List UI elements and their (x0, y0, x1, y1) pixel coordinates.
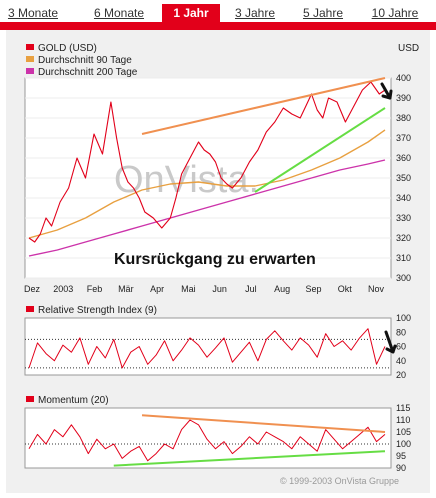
x-tick-1: 2003 (53, 284, 73, 294)
price-y-tick-350: 350 (396, 173, 411, 183)
rsi-y-tick-20: 20 (396, 370, 406, 380)
legend-swatch-momentum (26, 396, 34, 402)
resistance-trendline (141, 77, 386, 135)
momentum-y-tick-105: 105 (396, 427, 411, 437)
momentum-plot-area (24, 407, 392, 469)
legend-ma90: Durchschnitt 90 Tage (38, 55, 132, 66)
momentum-y-tick-110: 110 (396, 415, 410, 425)
legend-swatch-ma90 (26, 56, 34, 62)
x-tick-11: Nov (368, 284, 385, 294)
series-momentum-line (28, 419, 386, 462)
copyright: © 1999-2003 OnVista Gruppe (280, 476, 399, 486)
tab-6-monate[interactable]: 6 Monate (93, 6, 145, 20)
legend-swatch-gold (26, 44, 34, 50)
x-tick-10: Okt (338, 284, 353, 294)
legend-swatch-rsi (26, 306, 34, 312)
tab-underline-bar (0, 22, 436, 30)
tab-1-jahr[interactable]: 1 Jahr (162, 4, 220, 22)
support-trendline (254, 107, 386, 193)
rsi-y-tick-60: 60 (396, 342, 406, 352)
rsi-plot-area (24, 317, 392, 376)
down-arrow-icon (380, 82, 393, 100)
chart-panel: GOLD (USD) Durchschnitt 90 Tage Durchsch… (6, 30, 430, 493)
price-y-tick-310: 310 (396, 253, 411, 263)
tab-3-monate[interactable]: 3 Monate (7, 6, 59, 20)
series-rsi-line (28, 328, 386, 369)
tab-10-jahre[interactable]: 10 Jahre (371, 6, 419, 20)
momentum-y-tick-95: 95 (396, 451, 406, 461)
x-tick-5: Mai (181, 284, 196, 294)
legend-swatch-ma200 (26, 68, 34, 74)
legend-momentum: Momentum (20) (38, 395, 109, 406)
legend-gold: GOLD (USD) (38, 43, 97, 54)
x-tick-7: Jul (245, 284, 257, 294)
price-y-tick-360: 360 (396, 153, 411, 163)
price-y-tick-330: 330 (396, 213, 411, 223)
tab-3-jahre[interactable]: 3 Jahre (234, 6, 276, 20)
chart-svg: GOLD (USD) Durchschnitt 90 Tage Durchsch… (24, 43, 419, 486)
x-tick-6: Jun (212, 284, 227, 294)
price-y-tick-340: 340 (396, 193, 411, 203)
momentum-y-tick-100: 100 (396, 439, 411, 449)
annotation-text: Kursrückgang zu erwarten (114, 251, 316, 268)
x-tick-4: Apr (150, 284, 164, 294)
series-ma200-line (28, 159, 386, 257)
price-y-tick-320: 320 (396, 233, 411, 243)
x-tick-9: Sep (305, 284, 321, 294)
x-tick-8: Aug (274, 284, 290, 294)
price-y-tick-400: 400 (396, 73, 411, 83)
price-y-tick-390: 390 (396, 93, 411, 103)
price-legend: GOLD (USD) Durchschnitt 90 Tage Durchsch… (26, 43, 138, 78)
rsi-y-tick-100: 100 (396, 313, 411, 323)
legend-rsi: Relative Strength Index (9) (38, 305, 157, 316)
x-tick-0: Dez (24, 284, 41, 294)
tab-5-jahre[interactable]: 5 Jahre (302, 6, 344, 20)
unit-label: USD (398, 43, 419, 54)
momentum-y-tick-115: 115 (396, 403, 410, 413)
rsi-y-tick-80: 80 (396, 327, 406, 337)
series-gold-line (28, 81, 386, 243)
momentum-support-trendline (113, 450, 386, 467)
price-y-tick-300: 300 (396, 273, 411, 283)
price-y-tick-380: 380 (396, 113, 411, 123)
rsi-y-tick-40: 40 (396, 356, 406, 366)
momentum-y-tick-90: 90 (396, 463, 406, 473)
x-tick-3: Mär (118, 284, 134, 294)
watermark: OnVista. (114, 159, 259, 201)
momentum-resistance-trendline (141, 414, 386, 433)
x-tick-2: Feb (87, 284, 103, 294)
rsi-down-arrow-icon (384, 330, 397, 354)
price-y-tick-370: 370 (396, 133, 411, 143)
legend-ma200: Durchschnitt 200 Tage (38, 67, 138, 78)
series-ma90-line (28, 129, 386, 239)
